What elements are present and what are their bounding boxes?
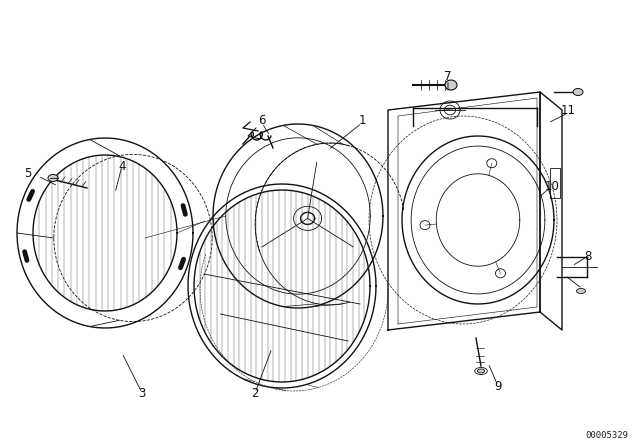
Text: 6: 6 [259,113,266,126]
Text: 4: 4 [118,159,125,172]
Text: 3: 3 [138,387,146,400]
Ellipse shape [48,175,58,181]
Text: 5: 5 [24,167,32,180]
Text: 9: 9 [494,379,502,392]
Ellipse shape [577,289,586,293]
Text: 00005329: 00005329 [585,431,628,440]
Text: 8: 8 [584,250,592,263]
Ellipse shape [573,89,583,95]
Text: 10: 10 [545,180,559,193]
Text: 7: 7 [444,69,452,82]
Ellipse shape [477,369,484,373]
Text: 1: 1 [358,113,365,126]
Text: 11: 11 [561,103,575,116]
Text: 2: 2 [252,387,259,400]
Ellipse shape [445,80,457,90]
